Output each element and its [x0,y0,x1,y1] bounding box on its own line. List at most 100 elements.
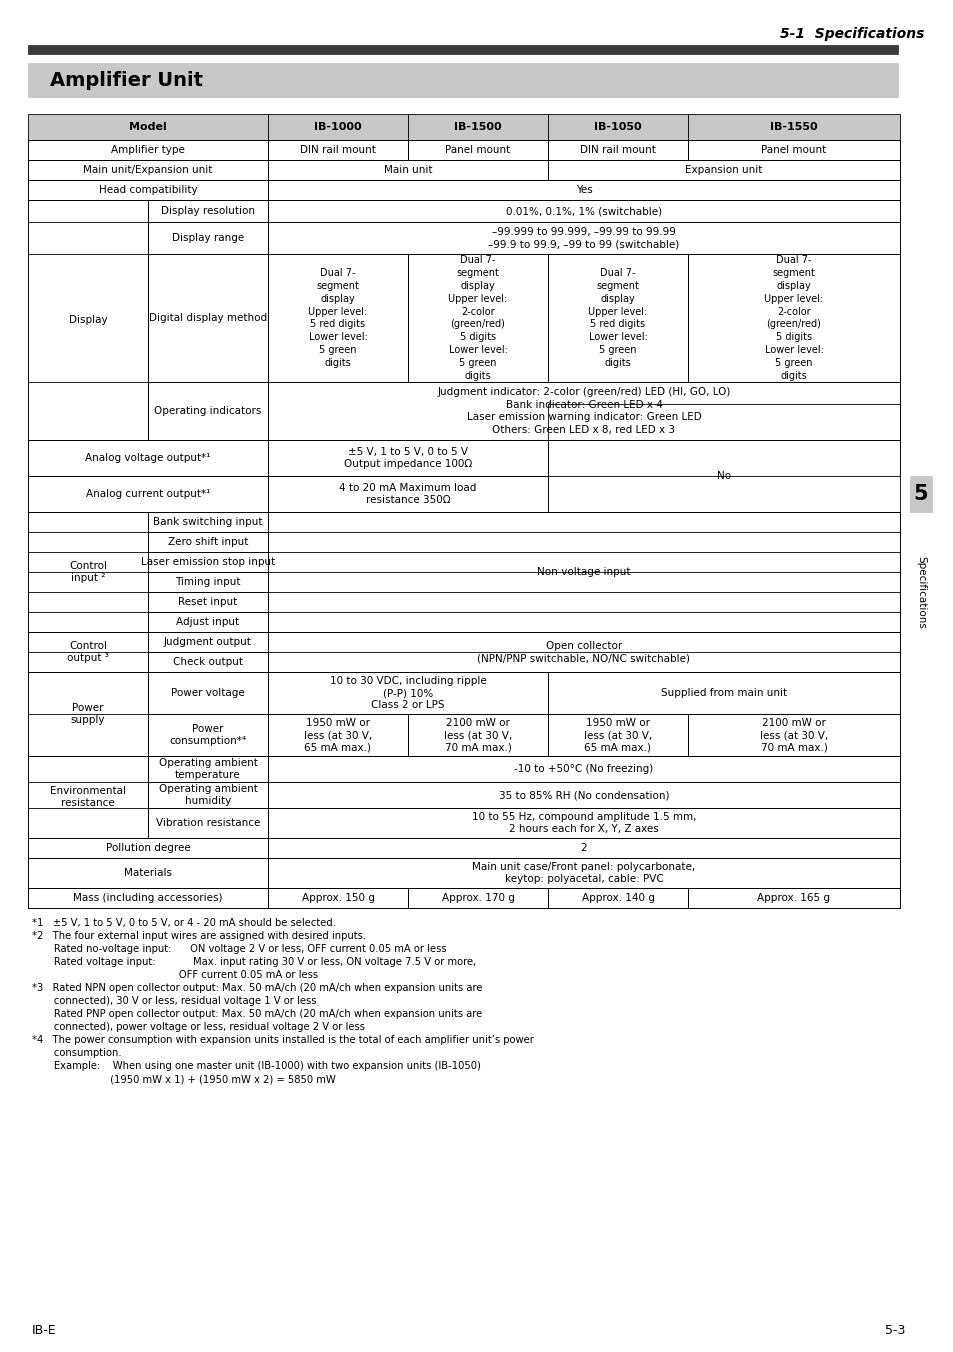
Text: Operating indicators: Operating indicators [154,406,261,416]
Text: IB-E: IB-E [32,1324,56,1337]
Text: Approx. 165 g: Approx. 165 g [757,894,830,903]
Bar [28,512,148,631]
Bar [28,631,148,672]
Bar [28,45,897,54]
Text: DIN rail mount: DIN rail mount [300,145,375,155]
Bar [547,672,899,714]
Text: Reset input: Reset input [178,598,237,607]
Bar [268,631,899,672]
Text: IB-1550: IB-1550 [769,122,817,132]
Text: Mass (including accessories): Mass (including accessories) [73,894,222,903]
Bar [148,383,268,439]
Text: IB-1500: IB-1500 [454,122,501,132]
Bar [268,512,899,631]
Bar [148,552,268,572]
Text: *2   The four external input wires are assigned with desired inputs.: *2 The four external input wires are ass… [32,932,366,941]
Text: 4 to 20 mA Maximum load
resistance 350Ω: 4 to 20 mA Maximum load resistance 350Ω [339,483,476,506]
Bar [28,141,268,160]
Text: Timing input: Timing input [175,577,240,587]
Bar [148,652,268,672]
Text: Open collector
(NPN/PNP switchable, NO/NC switchable): Open collector (NPN/PNP switchable, NO/N… [477,641,690,664]
Bar [547,714,687,756]
Text: 2100 mW or
less (at 30 V,
70 mA max.): 2100 mW or less (at 30 V, 70 mA max.) [760,718,827,753]
Text: Power
supply: Power supply [71,703,105,725]
Text: Head compatibility: Head compatibility [98,185,197,195]
Text: IB-1050: IB-1050 [594,122,641,132]
Text: Display range: Display range [172,233,244,243]
Bar [408,888,547,909]
Text: Amplifier Unit: Amplifier Unit [50,70,203,89]
Bar [148,254,268,383]
Bar [148,808,268,838]
Text: Main unit/Expansion unit: Main unit/Expansion unit [83,165,213,174]
Text: connected), power voltage or less, residual voltage 2 V or less: connected), power voltage or less, resid… [32,1022,365,1032]
Bar [268,838,899,859]
Bar [268,180,899,200]
Text: Operating ambient
temperature: Operating ambient temperature [158,758,257,780]
Text: Rated no-voltage input:      ON voltage 2 V or less, OFF current 0.05 mA or less: Rated no-voltage input: ON voltage 2 V o… [32,944,446,955]
Text: Control
output ³: Control output ³ [67,641,109,664]
Text: Pollution degree: Pollution degree [106,844,191,853]
Text: 35 to 85% RH (No condensation): 35 to 85% RH (No condensation) [498,790,669,800]
Bar [687,888,899,909]
Bar [909,476,931,512]
Text: Check output: Check output [172,657,243,667]
Bar [268,859,899,888]
Bar [268,383,899,439]
Text: No: No [717,470,730,481]
Text: Analog voltage output*¹: Analog voltage output*¹ [85,453,211,462]
Bar [687,141,899,160]
Text: connected), 30 V or less, residual voltage 1 V or less: connected), 30 V or less, residual volta… [32,996,316,1006]
Text: 1950 mW or
less (at 30 V,
65 mA max.): 1950 mW or less (at 30 V, 65 mA max.) [304,718,372,753]
Bar [687,714,899,756]
Text: 5: 5 [913,484,927,504]
Bar [148,572,268,592]
Text: Rated PNP open collector output: Max. 50 mA/ch (20 mA/ch when expansion units ar: Rated PNP open collector output: Max. 50… [32,1009,482,1019]
Text: Dual 7-
segment
display
Upper level:
5 red digits
Lower level:
5 green
digits: Dual 7- segment display Upper level: 5 r… [308,268,367,368]
Bar [28,64,897,97]
Text: DIN rail mount: DIN rail mount [579,145,656,155]
Text: 5-1  Specifications: 5-1 Specifications [780,27,923,41]
Text: Non-voltage input: Non-voltage input [537,566,630,577]
Bar [268,141,408,160]
Text: Control
input ²: Control input ² [69,561,107,583]
Bar [268,160,547,180]
Text: Amplifier type: Amplifier type [111,145,185,155]
Text: *3   Rated NPN open collector output: Max. 50 mA/ch (20 mA/ch when expansion uni: *3 Rated NPN open collector output: Max.… [32,983,482,992]
Bar [28,888,268,909]
Text: 5-3: 5-3 [883,1324,904,1337]
Bar [268,114,408,141]
Text: Judgment output: Judgment output [164,637,252,648]
Text: OFF current 0.05 mA or less: OFF current 0.05 mA or less [32,969,317,980]
Bar [408,114,547,141]
Bar [28,439,268,476]
Text: Specifications: Specifications [915,556,925,629]
Text: Rated voltage input:            Max. input rating 30 V or less, ON voltage 7.5 V: Rated voltage input: Max. input rating 3… [32,957,476,967]
Bar [268,808,899,838]
Text: Expansion unit: Expansion unit [684,165,761,174]
Text: (1950 mW x 1) + (1950 mW x 2) = 5850 mW: (1950 mW x 1) + (1950 mW x 2) = 5850 mW [32,1073,335,1084]
Bar [268,254,408,383]
Text: Judgment indicator: 2-color (green/red) LED (HI, GO, LO)
Bank indicator: Green L: Judgment indicator: 2-color (green/red) … [436,388,730,434]
Bar [268,222,899,254]
Bar [148,612,268,631]
Text: Dual 7-
segment
display
Upper level:
2-color
(green/red)
5 digits
Lower level:
5: Dual 7- segment display Upper level: 2-c… [763,256,822,381]
Bar [28,476,268,512]
Bar [28,672,148,756]
Bar [148,200,268,222]
Bar [148,672,268,714]
Text: 1950 mW or
less (at 30 V,
65 mA max.): 1950 mW or less (at 30 V, 65 mA max.) [583,718,652,753]
Bar [268,200,899,222]
Bar [268,781,899,808]
Text: IB-1000: IB-1000 [314,122,361,132]
Bar [408,714,547,756]
Bar [547,254,687,383]
Text: Display resolution: Display resolution [161,206,254,216]
Bar [268,756,899,781]
Text: 2100 mW or
less (at 30 V,
70 mA max.): 2100 mW or less (at 30 V, 70 mA max.) [443,718,512,753]
Bar [687,254,899,383]
Text: Example:    When using one master unit (IB-1000) with two expansion units (IB-10: Example: When using one master unit (IB-… [32,1061,480,1071]
Bar [148,222,268,254]
Text: Approx. 170 g: Approx. 170 g [441,894,514,903]
Text: *4   The power consumption with expansion units installed is the total of each a: *4 The power consumption with expansion … [32,1036,534,1045]
